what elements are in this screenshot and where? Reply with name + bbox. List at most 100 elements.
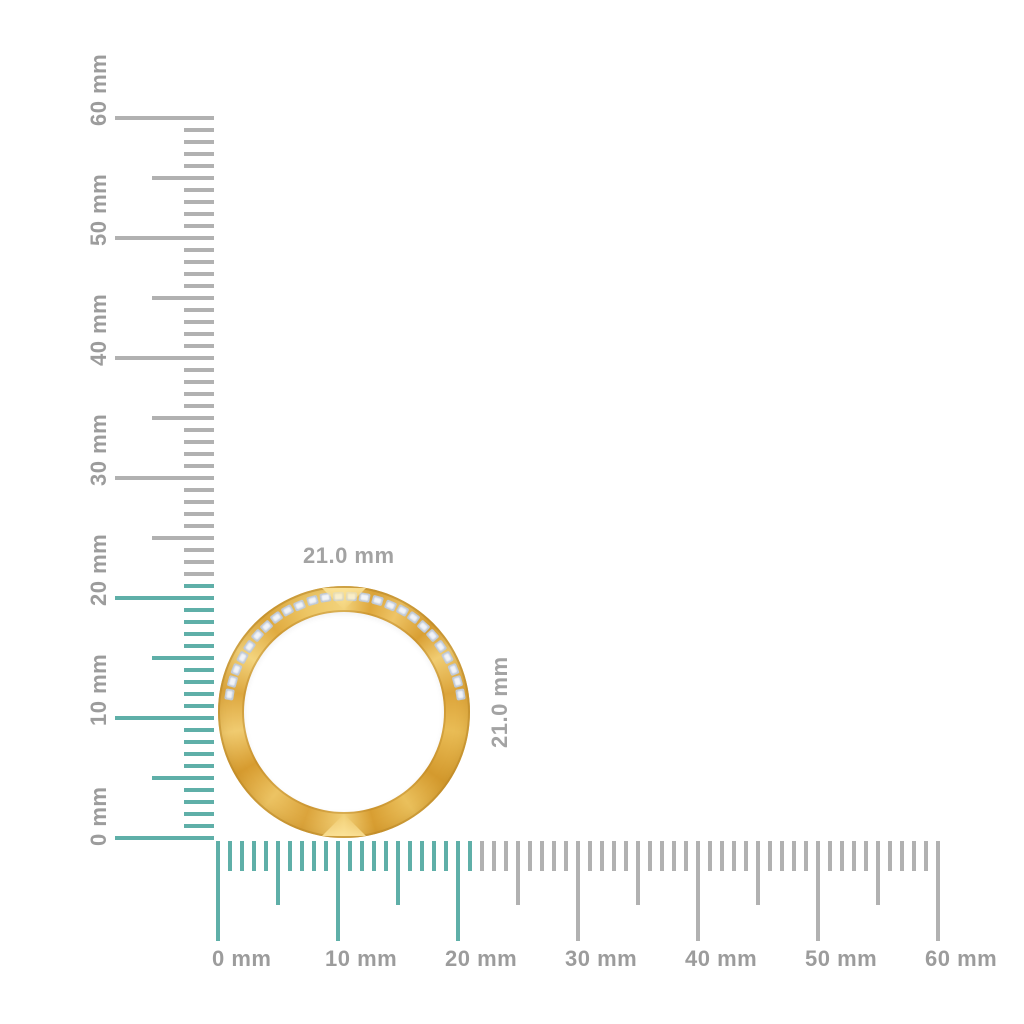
- diamond-stone: [224, 688, 235, 701]
- ruler-half-tick: [152, 536, 214, 540]
- ruler-minor-tick: [852, 841, 856, 871]
- ruler-minor-tick: [420, 841, 424, 871]
- ruler-minor-tick: [552, 841, 556, 871]
- ruler-minor-tick: [252, 841, 256, 871]
- ruler-minor-tick: [684, 841, 688, 871]
- ring-product-photo: [218, 586, 470, 838]
- diamond-stone: [455, 688, 466, 701]
- ruler-minor-tick: [184, 128, 214, 132]
- ruler-major-tick: [216, 841, 220, 941]
- ruler-minor-tick: [184, 284, 214, 288]
- ruler-minor-tick: [184, 332, 214, 336]
- ruler-minor-tick: [184, 344, 214, 348]
- ruler-minor-tick: [612, 841, 616, 871]
- ruler-minor-tick: [888, 841, 892, 871]
- ruler-label: 20 mm: [445, 946, 518, 971]
- ruler-minor-tick: [184, 500, 214, 504]
- ruler-minor-tick: [184, 824, 214, 828]
- ruler-minor-tick: [768, 841, 772, 871]
- ruler-minor-tick: [564, 841, 568, 871]
- ruler-minor-tick: [184, 272, 214, 276]
- ruler-minor-tick: [360, 841, 364, 871]
- ruler-minor-tick: [672, 841, 676, 871]
- ruler-minor-tick: [184, 644, 214, 648]
- ruler-major-tick: [115, 836, 214, 840]
- ruler-minor-tick: [184, 212, 214, 216]
- ruler-label-text: 0 mm: [86, 786, 111, 846]
- ruler-minor-tick: [588, 841, 592, 871]
- ruler-major-tick: [936, 841, 940, 941]
- ruler-minor-tick: [184, 428, 214, 432]
- ruler-minor-tick: [432, 841, 436, 871]
- ruler-minor-tick: [900, 841, 904, 871]
- ruler-minor-tick: [184, 560, 214, 564]
- ruler-minor-tick: [240, 841, 244, 871]
- ruler-minor-tick: [864, 841, 868, 871]
- ruler-minor-tick: [648, 841, 652, 871]
- ruler-minor-tick: [912, 841, 916, 871]
- ruler-minor-tick: [184, 464, 214, 468]
- ruler-major-tick: [115, 596, 214, 600]
- ruler-minor-tick: [184, 140, 214, 144]
- ruler-label-text: 30 mm: [86, 413, 111, 486]
- ruler-minor-tick: [184, 632, 214, 636]
- ruler-minor-tick: [184, 152, 214, 156]
- ruler-major-tick: [115, 356, 214, 360]
- ruler-minor-tick: [468, 841, 472, 871]
- ruler-minor-tick: [372, 841, 376, 871]
- ruler-minor-tick: [184, 584, 214, 588]
- ruler-minor-tick: [184, 524, 214, 528]
- ruler-label-text: 40 mm: [86, 293, 111, 366]
- ruler-minor-tick: [184, 752, 214, 756]
- ruler-minor-tick: [184, 308, 214, 312]
- ring-width-label: 21.0 mm: [303, 543, 395, 568]
- ruler-minor-tick: [184, 512, 214, 516]
- ruler-minor-tick: [184, 668, 214, 672]
- ruler-label: 40 mm: [685, 946, 758, 971]
- ruler-minor-tick: [924, 841, 928, 871]
- ruler-minor-tick: [408, 841, 412, 871]
- ruler-minor-tick: [184, 608, 214, 612]
- ruler-major-tick: [696, 841, 700, 941]
- diamond-stone: [358, 592, 371, 604]
- ruler-half-tick: [152, 176, 214, 180]
- ruler-label-text: 10 mm: [86, 653, 111, 726]
- ruler-major-tick: [115, 476, 214, 480]
- ruler-half-tick: [276, 841, 280, 905]
- ruler-minor-tick: [300, 841, 304, 871]
- ruler-minor-tick: [324, 841, 328, 871]
- ruler-minor-tick: [184, 320, 214, 324]
- ruler-minor-tick: [184, 224, 214, 228]
- ruler-minor-tick: [840, 841, 844, 871]
- ruler-major-tick: [576, 841, 580, 941]
- ruler-minor-tick: [184, 188, 214, 192]
- ruler-half-tick: [152, 296, 214, 300]
- ruler-major-tick: [115, 716, 214, 720]
- ruler-minor-tick: [600, 841, 604, 871]
- ruler-minor-tick: [184, 200, 214, 204]
- ruler-minor-tick: [624, 841, 628, 871]
- ruler-minor-tick: [264, 841, 268, 871]
- ruler-minor-tick: [504, 841, 508, 871]
- ruler-minor-tick: [184, 740, 214, 744]
- ruler-minor-tick: [184, 812, 214, 816]
- ruler-minor-tick: [480, 841, 484, 871]
- ruler-minor-tick: [312, 841, 316, 871]
- ruler-minor-tick: [184, 692, 214, 696]
- ruler-minor-tick: [184, 764, 214, 768]
- ruler-half-tick: [636, 841, 640, 905]
- ruler-major-tick: [336, 841, 340, 941]
- ruler-minor-tick: [184, 548, 214, 552]
- ruler-minor-tick: [184, 572, 214, 576]
- ruler-minor-tick: [184, 800, 214, 804]
- ruler-minor-tick: [184, 704, 214, 708]
- ruler-half-tick: [876, 841, 880, 905]
- ruler-minor-tick: [708, 841, 712, 871]
- ruler-half-tick: [756, 841, 760, 905]
- ruler-minor-tick: [184, 620, 214, 624]
- ruler-minor-tick: [744, 841, 748, 871]
- ruler-minor-tick: [184, 392, 214, 396]
- ruler-minor-tick: [184, 404, 214, 408]
- ruler-label: 60 mm: [925, 946, 998, 971]
- ruler-label: 50 mm: [805, 946, 878, 971]
